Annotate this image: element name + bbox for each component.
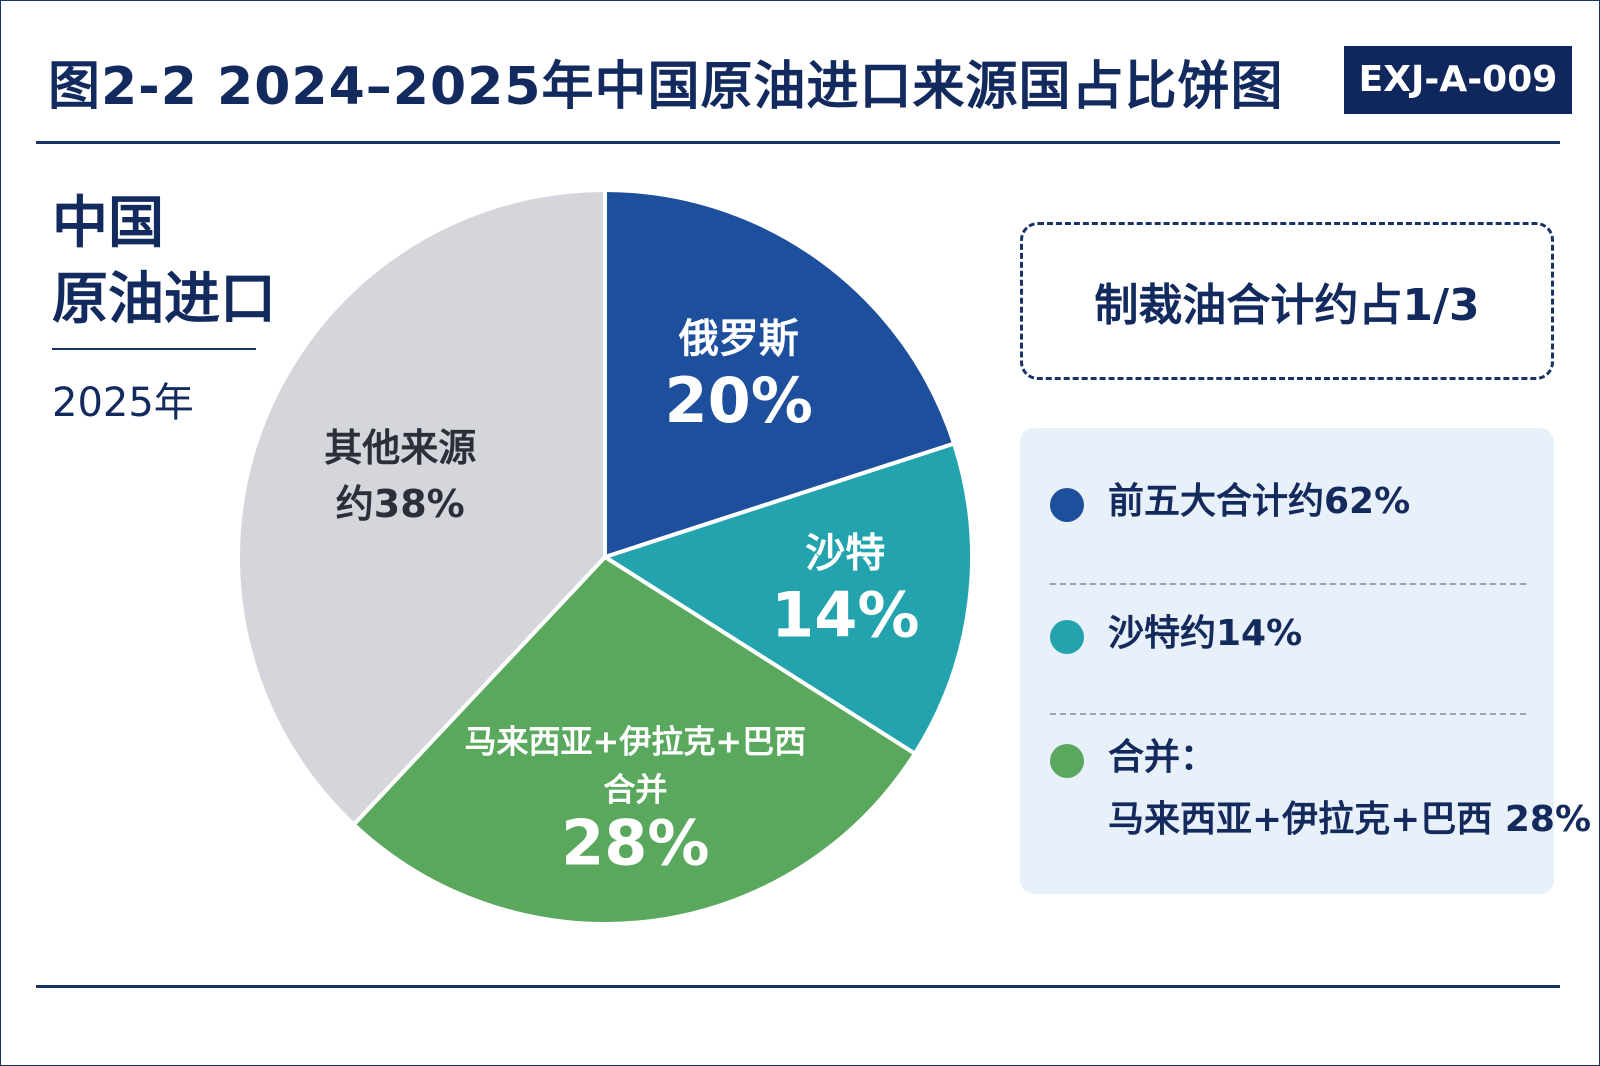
slice-label-0-0: 俄罗斯 <box>678 316 799 362</box>
top-divider <box>36 141 1560 144</box>
slice-label-1-1: 14% <box>771 578 919 651</box>
legend-text-combined-detail: 马来西亚+伊拉克+巴西 28% <box>1108 799 1592 840</box>
legend-panel: 前五大合计约62% 沙特约14% 合并： 马来西亚+伊拉克+巴西 28% <box>1020 428 1591 894</box>
chart-title: 图2-2 2024–2025年中国原油进口来源国占比饼图 <box>48 57 1284 117</box>
slice-label-2-0: 马来西亚+伊拉克+巴西 <box>465 723 807 761</box>
side-divider <box>52 348 256 350</box>
legend-text-saudi: 沙特约14% <box>1108 613 1303 654</box>
legend-dot-combined <box>1050 744 1084 778</box>
pie-slice-3 <box>236 187 607 828</box>
slice-label-1-0: 沙特 <box>805 530 885 576</box>
legend-text-top5: 前五大合计约62% <box>1108 481 1411 522</box>
slice-label-2-1: 合并 <box>603 771 667 809</box>
bottom-divider <box>36 985 1560 988</box>
side-heading-line1: 中国 <box>52 191 164 256</box>
legend-separator <box>1050 713 1526 715</box>
figure-code-badge: EXJ-A-009 <box>1344 46 1572 114</box>
pie-slice-2 <box>350 554 918 926</box>
legend-dot-saudi <box>1050 620 1084 654</box>
slice-label-3-0: 其他来源 <box>324 426 476 470</box>
slice-label-0-1: 20% <box>665 364 813 437</box>
side-year: 2025年 <box>52 380 194 426</box>
slice-label-3-1: 约38% <box>336 482 465 526</box>
side-heading: 中国 原油进口 <box>52 186 276 338</box>
legend-text-combined: 合并： <box>1108 737 1217 778</box>
sanctioned-oil-callout: 制裁油合计约占1/3 <box>1020 222 1554 380</box>
pie-slice-0 <box>603 187 957 560</box>
pie-slice-1 <box>600 441 974 757</box>
legend-dot-top5 <box>1050 488 1084 522</box>
side-heading-line2: 原油进口 <box>52 267 276 332</box>
slice-label-2-2: 28% <box>561 807 709 880</box>
legend-separator <box>1050 583 1526 585</box>
